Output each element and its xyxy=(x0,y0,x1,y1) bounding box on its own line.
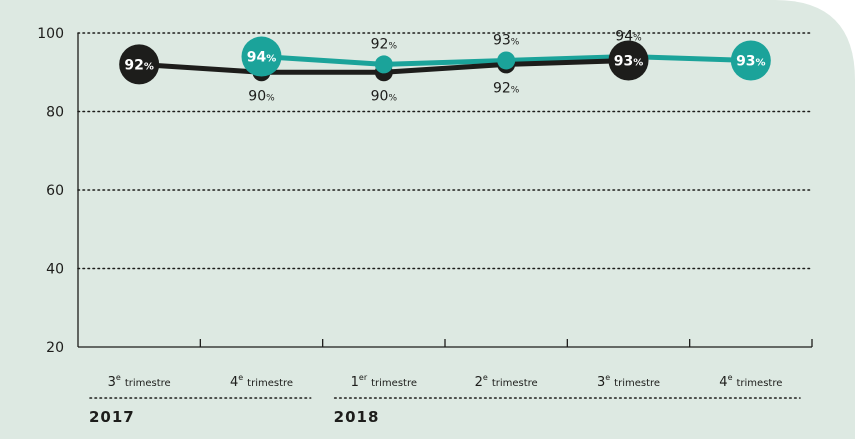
data-label-teal: 92% xyxy=(371,36,398,52)
data-point-highlight-teal xyxy=(730,40,771,81)
data-point-highlight-black xyxy=(119,44,160,85)
data-point-highlight-teal xyxy=(241,36,282,77)
x-tick-label-4: 3etrimestre xyxy=(597,373,660,390)
data-label-highlight-teal: 94% xyxy=(247,50,277,66)
y-tick-label-80: 80 xyxy=(46,105,64,121)
y-tick-label-60: 60 xyxy=(46,183,64,199)
x-tick-label-1: 4etrimestre xyxy=(230,373,293,390)
y-tick-label-20: 20 xyxy=(46,340,64,356)
data-point-teal xyxy=(374,55,393,74)
x-tick-label-0: 3etrimestre xyxy=(108,373,171,390)
year-label-2017: 2017 xyxy=(89,408,135,426)
data-point-teal xyxy=(497,51,516,70)
y-tick-label-40: 40 xyxy=(46,262,64,278)
data-label-highlight-black: 93% xyxy=(614,53,644,69)
data-label-highlight-teal: 93% xyxy=(736,53,766,69)
x-tick-label-2: 1ertrimestre xyxy=(351,373,417,390)
data-label-black: 90% xyxy=(248,88,275,104)
x-tick-label-5: 4etrimestre xyxy=(719,373,782,390)
year-label-2018: 2018 xyxy=(334,408,380,426)
data-label-black: 90% xyxy=(371,88,398,104)
y-tick-label-100: 100 xyxy=(37,26,64,42)
x-tick-label-3: 2etrimestre xyxy=(475,373,538,390)
data-label-black: 92% xyxy=(493,80,520,96)
data-label-teal: 93% xyxy=(493,32,520,48)
data-point-highlight-black xyxy=(608,40,649,81)
data-label-highlight-black: 92% xyxy=(124,57,154,73)
